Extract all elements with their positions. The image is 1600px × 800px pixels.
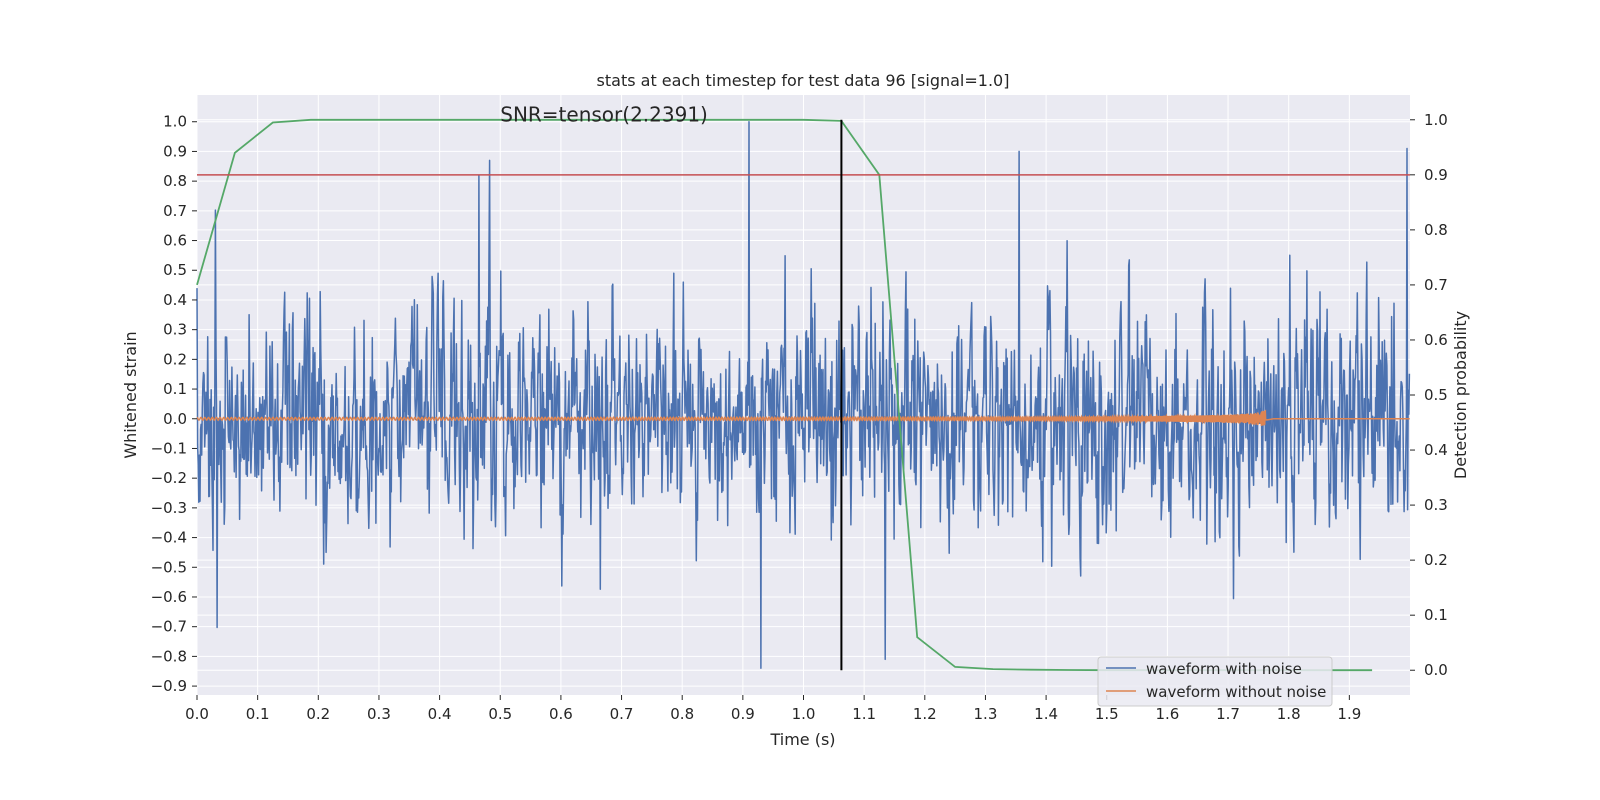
y-right-tick-label: 0.5 xyxy=(1424,386,1448,404)
y-left-tick-label: −0.5 xyxy=(151,558,187,576)
x-tick-label: 1.6 xyxy=(1155,705,1179,723)
x-tick-label: 0.1 xyxy=(246,705,270,723)
x-axis-ticks: 0.0 0.1 0.2 0.3 0.4 0.5 0.6 0.7 0.8 0.9 1.0 1.1 1.2 1… xyxy=(185,695,1361,723)
y-left-tick-label: 0.4 xyxy=(163,291,187,309)
x-tick-label: 0.8 xyxy=(670,705,694,723)
snr-annotation: SNR=tensor(2.2391) xyxy=(500,103,708,127)
y-right-tick-label: 0.9 xyxy=(1424,166,1448,184)
x-tick-label: 1.9 xyxy=(1337,705,1361,723)
y-left-tick-label: −0.8 xyxy=(151,647,187,665)
y-left-axis-title: Whitened strain xyxy=(121,331,140,458)
y-left-axis-ticks: −0.9 −0.8 −0.7 −0.6 −0.5 −0.4 −0.3 −0.2 −0.1 0.0 0… xyxy=(151,113,197,695)
legend-box xyxy=(1097,656,1333,707)
waveform-without-noise-line xyxy=(196,409,1410,426)
y-left-tick-label: 0.8 xyxy=(163,172,187,190)
x-axis-title: Time (s) xyxy=(769,730,835,749)
y-right-axis-title: Detection probability xyxy=(1451,311,1470,479)
x-tick-label: 1.5 xyxy=(1095,705,1119,723)
y-right-tick-label: 0.6 xyxy=(1424,331,1448,349)
y-left-tick-label: −0.6 xyxy=(151,588,187,606)
legend: waveform with noise waveform without noi… xyxy=(1097,656,1333,707)
x-tick-label: 1.1 xyxy=(852,705,876,723)
x-tick-label: 1.2 xyxy=(913,705,937,723)
x-tick-label: 0.7 xyxy=(610,705,634,723)
x-tick-label: 0.4 xyxy=(428,705,452,723)
y-left-tick-label: 0.6 xyxy=(163,232,187,250)
x-tick-label: 0.3 xyxy=(367,705,391,723)
y-left-tick-label: −0.4 xyxy=(151,529,187,547)
y-left-tick-label: 0.3 xyxy=(163,321,187,339)
x-tick-label: 1.4 xyxy=(1034,705,1058,723)
y-left-tick-label: 0.1 xyxy=(163,380,187,398)
y-left-tick-label: −0.9 xyxy=(151,677,187,695)
y-left-tick-label: 0.0 xyxy=(163,410,187,428)
y-right-tick-label: 0.8 xyxy=(1424,221,1448,239)
x-tick-label: 0.0 xyxy=(185,705,209,723)
y-right-tick-label: 0.7 xyxy=(1424,276,1448,294)
y-right-tick-label: 0.4 xyxy=(1424,441,1448,459)
y-left-tick-label: 0.7 xyxy=(163,202,187,220)
x-tick-label: 1.0 xyxy=(792,705,816,723)
x-tick-label: 0.2 xyxy=(306,705,330,723)
y-left-tick-label: 0.5 xyxy=(163,261,187,279)
y-left-tick-label: 0.2 xyxy=(163,350,187,368)
y-left-tick-label: −0.7 xyxy=(151,618,187,636)
waveform-without-noise-series xyxy=(196,409,1410,426)
waveform-with-noise-line xyxy=(196,120,1411,670)
legend-noise-label: waveform with noise xyxy=(1146,660,1302,678)
y-left-tick-label: 1.0 xyxy=(163,113,187,131)
gridlines xyxy=(196,95,1410,695)
waveform-with-noise-series xyxy=(196,120,1411,670)
legend-clean-label: waveform without noise xyxy=(1146,683,1326,701)
x-tick-label: 0.5 xyxy=(488,705,512,723)
y-left-tick-label: −0.2 xyxy=(151,469,187,487)
y-left-tick-label: −0.1 xyxy=(151,439,187,457)
x-tick-label: 0.6 xyxy=(549,705,573,723)
y-right-tick-label: 0.2 xyxy=(1424,551,1448,569)
y-left-tick-label: −0.3 xyxy=(151,499,187,517)
y-right-tick-label: 0.1 xyxy=(1424,606,1448,624)
chart-title: stats at each timestep for test data 96 … xyxy=(597,71,1010,90)
x-tick-label: 1.3 xyxy=(974,705,998,723)
y-right-axis-ticks: 0.0 0.1 0.2 0.3 0.4 0.5 0.6 0.7 0.8 0.9 1.0 xyxy=(1410,111,1448,679)
x-tick-label: 1.8 xyxy=(1277,705,1301,723)
reference-lines xyxy=(197,119,1410,671)
y-right-tick-label: 1.0 xyxy=(1424,111,1448,129)
y-left-tick-label: 0.9 xyxy=(163,142,187,160)
y-right-tick-label: 0.3 xyxy=(1424,496,1448,514)
x-tick-label: 1.7 xyxy=(1216,705,1240,723)
x-tick-label: 0.9 xyxy=(731,705,755,723)
y-right-tick-label: 0.0 xyxy=(1424,661,1448,679)
